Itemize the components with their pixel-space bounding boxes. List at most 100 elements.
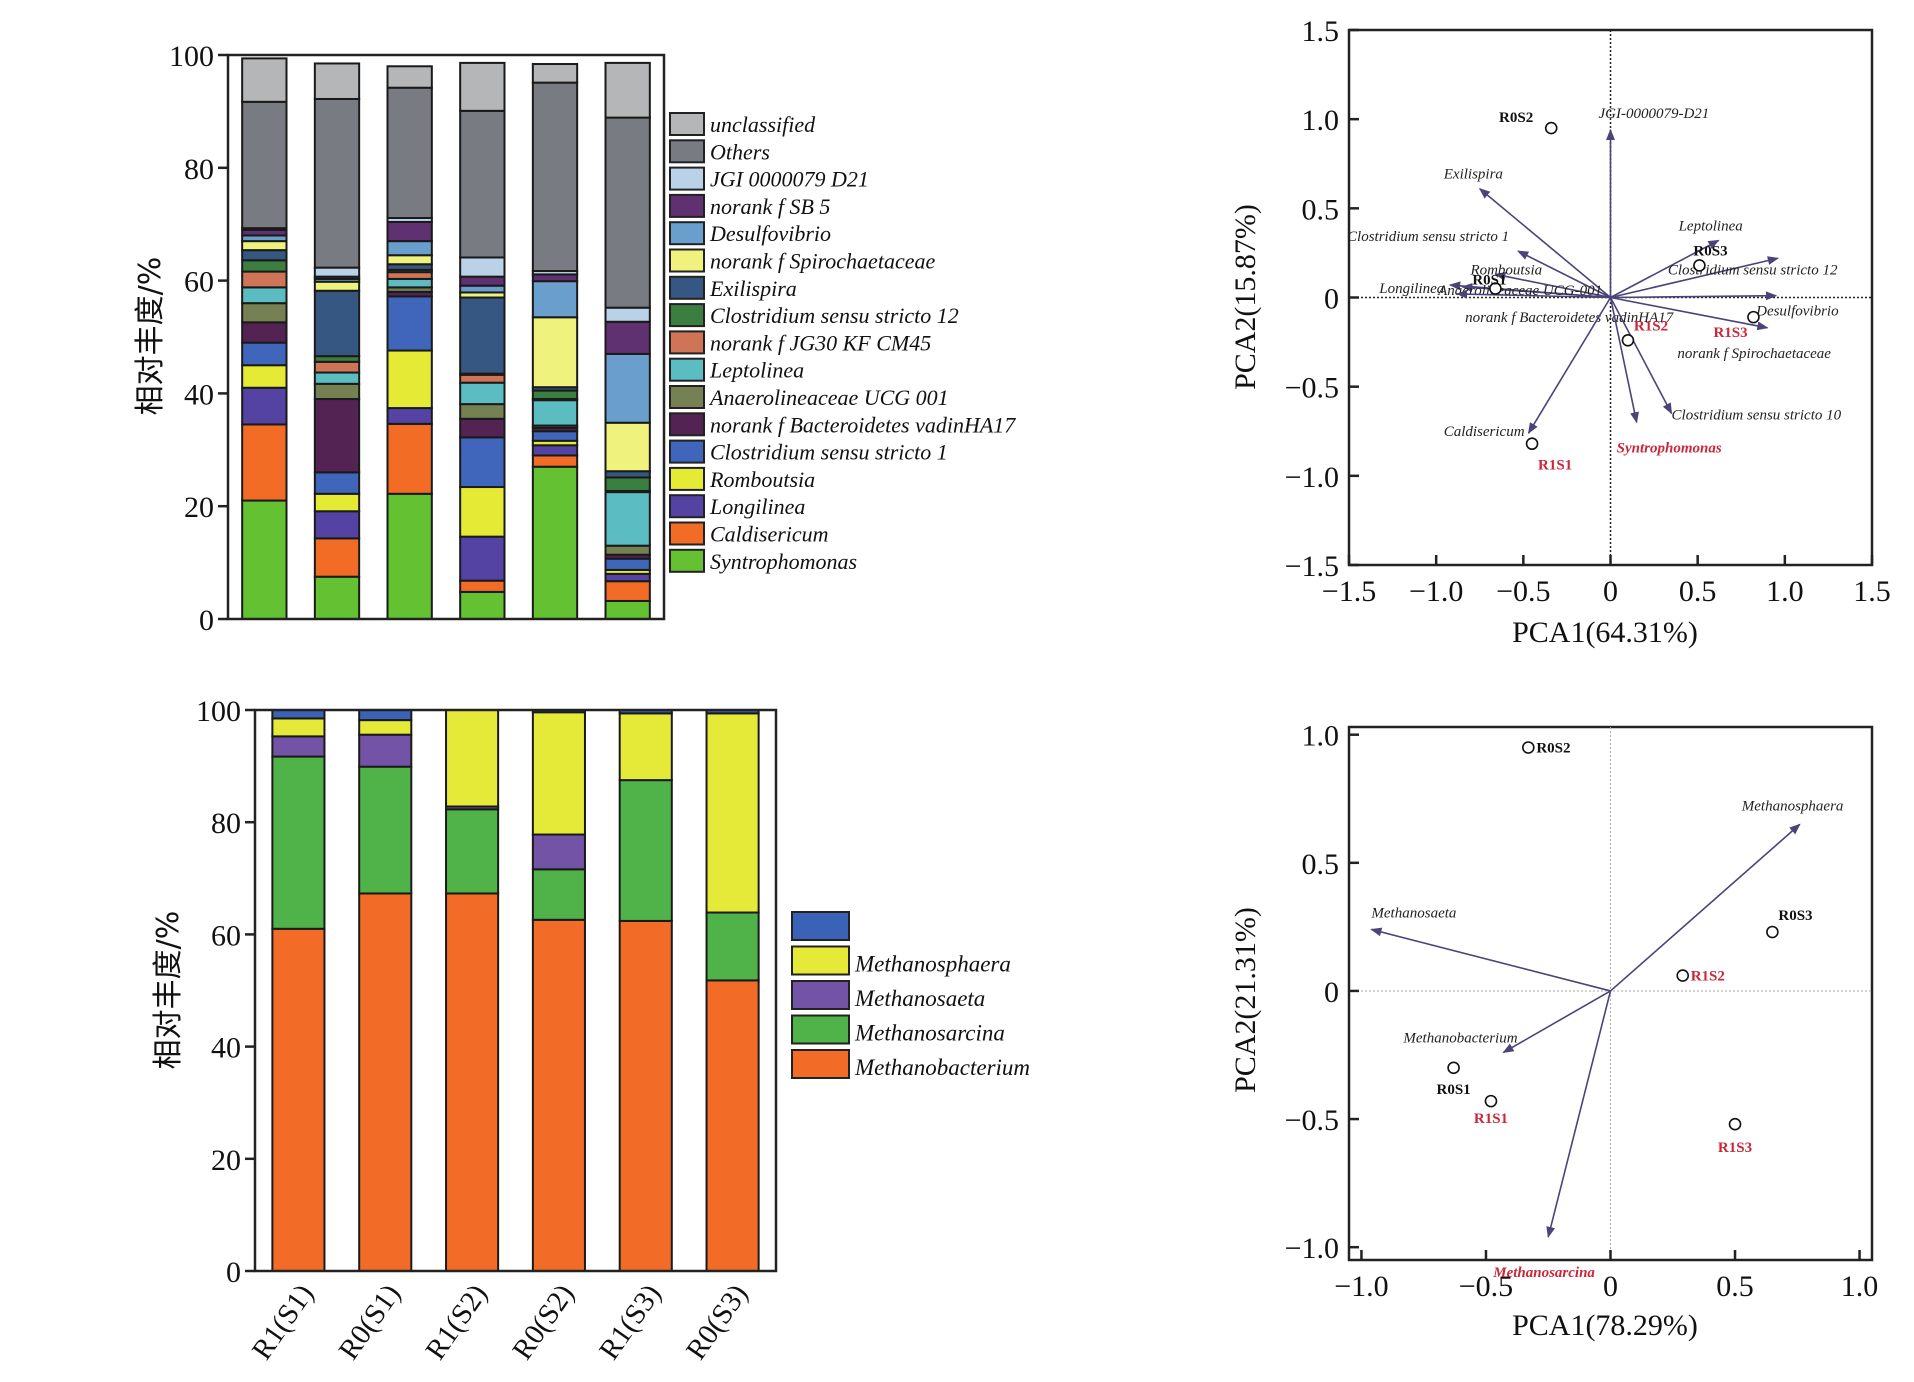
- y-tick-label: 0: [1324, 283, 1339, 316]
- legend-label-longilinea: Longilinea: [709, 494, 805, 519]
- bar-segment-romboutsia-r1-s1: [241, 364, 288, 389]
- x-tick-label: 0.5: [1679, 575, 1717, 608]
- y-tick-label: 100: [169, 40, 214, 73]
- bar-segment-longilinea-r1-s3: [531, 444, 579, 457]
- bar-segment-norank-f-spirochaetaceae-r1-s2: [386, 254, 433, 266]
- bar-segment-methanosaeta-r0-s1: [358, 733, 413, 768]
- bar-segment-caldisericum-r1-s2: [386, 422, 433, 495]
- legend-label-methanosaeta: Methanosaeta: [854, 986, 985, 1011]
- legend-label-clostridium-sensu-stricto-1: Clostridium sensu stricto 1: [710, 440, 948, 465]
- bar-segment-caldisericum-r1-s1: [241, 423, 288, 502]
- y-tick-label: 0: [1324, 976, 1339, 1009]
- y-tick-label: 60: [184, 266, 214, 299]
- bar-segment-methanosarcina-r0-s2: [531, 868, 586, 921]
- bar-segment-clostridium-sensu-stricto-1-r1-s3: [531, 430, 579, 442]
- bar-segment-norank-f-spirochaetaceae-r1-s3: [531, 316, 579, 389]
- legend-label-jgi-0000079-d21: JGI 0000079 D21: [710, 167, 869, 192]
- bar-segment-leptolinea-r1-s3: [531, 399, 579, 427]
- loading-arrow-desulfovibrio: [1610, 291, 1778, 301]
- bar-segment-syntrophomonas-r1-s1: [241, 499, 288, 620]
- y-tick-label: 20: [211, 1144, 241, 1177]
- bar-segment-methanosphaera-r0-s1: [358, 719, 413, 736]
- loading-arrow-methanobacterium: [1502, 990, 1611, 1054]
- legend-label-others: Others: [710, 139, 770, 164]
- bar-segment-unnamed-r1-s1: [271, 709, 326, 720]
- loading-label-caldisericum: Caldisericum: [1444, 424, 1525, 440]
- bar-segment-methanosarcina-r0-s1: [358, 765, 413, 895]
- bar-segment-methanosphaera-r1-s2: [445, 709, 500, 808]
- bar-segment-caldisericum-r0-s3: [604, 580, 651, 602]
- loading-arrow-methanosphaera: [1609, 823, 1801, 992]
- bar-segment-exilispira-r0-s1: [313, 289, 361, 358]
- x-tick-label: −1.5: [1322, 575, 1376, 608]
- legend-label-unclassified: unclassified: [710, 112, 816, 137]
- loading-label-norank-f-bacteroidetes-vadinha17: norank f Bacteroidetes vadinHA17: [1465, 310, 1675, 326]
- bar-segment-clostridium-sensu-stricto-12-r0-s3: [604, 476, 651, 492]
- y-tick-label: −1.0: [1285, 461, 1339, 494]
- loading-label-leptolinea: Leptolinea: [1678, 218, 1743, 234]
- legend-label-romboutsia: Romboutsia: [709, 467, 815, 492]
- category-label: R1(S2): [420, 1279, 494, 1366]
- loading-arrow-clostridium-sensu-stricto-12: [1610, 256, 1779, 299]
- category-label: R0(S3): [680, 1279, 754, 1366]
- bar-segment-norank-f-bacteroidetes-vadinha17-r0-s2: [459, 417, 506, 439]
- legend-label-desulfovibrio: Desulfovibrio: [709, 221, 831, 246]
- x-tick-label: 1.5: [1853, 575, 1891, 608]
- sample-point-r0s1: [1489, 282, 1502, 295]
- bar-segment-caldisericum-r1-s3: [531, 454, 579, 468]
- sample-point-r1s3: [1747, 310, 1760, 324]
- y-tick-label: 100: [196, 695, 241, 728]
- bar-segment-others-r1-s3: [531, 81, 579, 273]
- legend-label-norank-f-sb-5: norank f SB 5: [710, 194, 830, 219]
- archaea-bar-segments: [271, 709, 760, 1273]
- bar-segment-clostridium-sensu-stricto-1-r1-s1: [241, 341, 288, 367]
- sample-label-r1s2: R1S2: [1691, 969, 1725, 985]
- legend-label-caldisericum: Caldisericum: [710, 522, 829, 547]
- legend-swatch-romboutsia: [669, 466, 705, 491]
- bar-segment-norank-f-bacteroidetes-vadinha17-r0-s1: [313, 398, 361, 474]
- bar-segment-unclassified-r0-s1: [313, 62, 361, 100]
- y-tick-label: 0.5: [1302, 193, 1340, 226]
- bar-segment-methanosarcina-r1-s2: [445, 808, 500, 895]
- sample-point-r0s3: [1693, 259, 1706, 272]
- bar-segment-desulfovibrio-r0-s2: [459, 284, 506, 294]
- bar-segment-unnamed-r0-s1: [358, 709, 413, 722]
- y-tick-label: 1.5: [1302, 15, 1340, 48]
- y-tick-label: 80: [184, 153, 214, 186]
- x-tick-label: 0: [1603, 575, 1618, 608]
- loading-label-methanobacterium: Methanobacterium: [1402, 1030, 1517, 1046]
- x-tick-label: 0.5: [1716, 1270, 1754, 1303]
- sample-label-r0s3: R0S3: [1693, 243, 1727, 259]
- x-tick-label: −1.0: [1409, 575, 1463, 608]
- legend-swatch-clostridium-sensu-stricto-12: [669, 303, 705, 328]
- plot-frame: [226, 53, 666, 621]
- x-tick-label: −0.5: [1496, 575, 1550, 608]
- y-tick-label: 80: [211, 807, 241, 840]
- bar-segment-methanosphaera-r0-s3: [705, 712, 760, 914]
- bar-segment-methanosarcina-r0-s3: [705, 911, 760, 982]
- sample-label-r1s3: R1S3: [1718, 1140, 1752, 1156]
- bar-segment-norank-f-jg30-kf-cm45-r0-s2: [459, 373, 506, 384]
- bar-segment-methanosarcina-r1-s3: [618, 779, 673, 922]
- archaea-bar-chart: R1(S1) R0(S1) R1(S2) R0(S2) R1(S3) R0(S3) 0 20 4…: [151, 695, 1030, 1366]
- loading-label-romboutsia: Romboutsia: [1469, 262, 1542, 278]
- bar-segment-norank-f-spirochaetaceae-r1-s1: [241, 240, 288, 252]
- bar-segment-exilispira-r0-s2: [459, 296, 506, 375]
- sample-point-r1s1: [1525, 437, 1539, 451]
- bar-segment-desulfovibrio-r0-s3: [604, 352, 651, 424]
- loading-label-clostridium-sensu-stricto-12: Clostridium sensu stricto 12: [1668, 262, 1838, 278]
- archaea-pca-ylabel: PCA2(21.31%): [1229, 907, 1262, 1093]
- bar-segment-clostridium-sensu-stricto-1-r0-s2: [459, 436, 506, 489]
- bar-segment-leptolinea-r0-s2: [459, 381, 506, 406]
- bacteria-pca-plot-area: −1.5 −1.0 −0.5 0 0.5 1.0 1.5 −1.5 −1.0 −0.5 0 0.5 1.…: [1285, 15, 1891, 608]
- y-tick-label: 1.0: [1302, 104, 1340, 137]
- legend-swatch-norank-f-spirochaetaceae: [669, 248, 705, 273]
- bar-segment-romboutsia-r0-s2: [459, 486, 506, 538]
- legend-swatch-methanosphaera: [791, 945, 850, 976]
- legend-swatch-longilinea: [669, 494, 705, 519]
- sample-point-r0s1: [1447, 1061, 1460, 1075]
- loading-arrow-clostridium-sensu-stricto-1: [1517, 250, 1611, 299]
- sample-label-r0s2: R0S2: [1536, 741, 1570, 757]
